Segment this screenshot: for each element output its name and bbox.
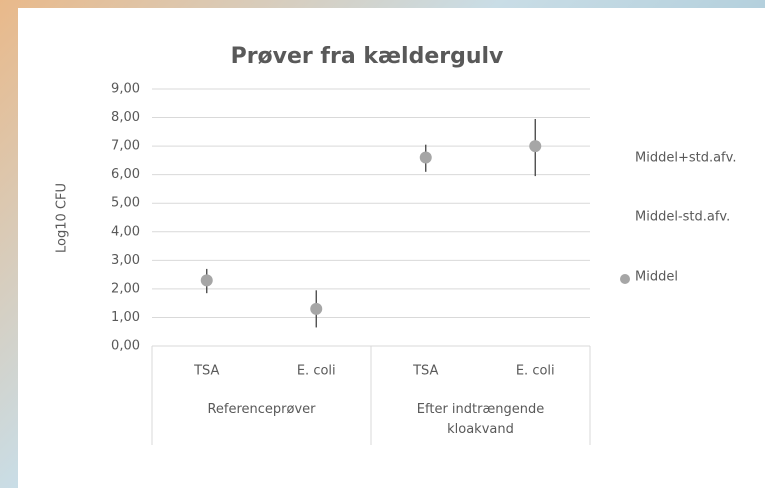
y-tick-label: 0,00 (111, 339, 140, 354)
legend-label: Middel+std.afv. (635, 151, 736, 166)
x-tick-label: TSA (412, 364, 438, 379)
group-label: Efter indtrængende kloakvand (406, 400, 556, 440)
y-tick-label: 5,00 (111, 196, 140, 211)
mean-marker (310, 303, 322, 315)
y-tick-label: 9,00 (111, 82, 140, 97)
mean-marker (201, 274, 213, 286)
y-axis-title: Log10 CFU (55, 183, 70, 253)
legend-label: Middel-std.afv. (635, 210, 730, 225)
page: Prøver fra kældergulv Log10 CFU 0,00 1,00… (0, 0, 765, 488)
mean-marker (529, 140, 541, 152)
y-tick-label: 1,00 (111, 310, 140, 325)
y-tick-label: 8,00 (111, 110, 140, 125)
x-tick-label: TSA (193, 364, 219, 379)
mean-marker (420, 152, 432, 164)
y-tick-label: 4,00 (111, 224, 140, 239)
group-label: Referenceprøver (187, 400, 337, 420)
y-tick-label: 2,00 (111, 281, 140, 296)
y-tick-label: 3,00 (111, 253, 140, 268)
chart: Prøver fra kældergulv Log10 CFU 0,00 1,00… (0, 0, 765, 488)
x-tick-label: E. coli (516, 364, 555, 379)
x-tick-label: E. coli (297, 364, 336, 379)
legend-label: Middel (635, 270, 678, 285)
chart-title: Prøver fra kældergulv (231, 44, 504, 69)
legend-marker (620, 274, 630, 284)
y-tick-label: 6,00 (111, 167, 140, 182)
y-tick-label: 7,00 (111, 139, 140, 154)
